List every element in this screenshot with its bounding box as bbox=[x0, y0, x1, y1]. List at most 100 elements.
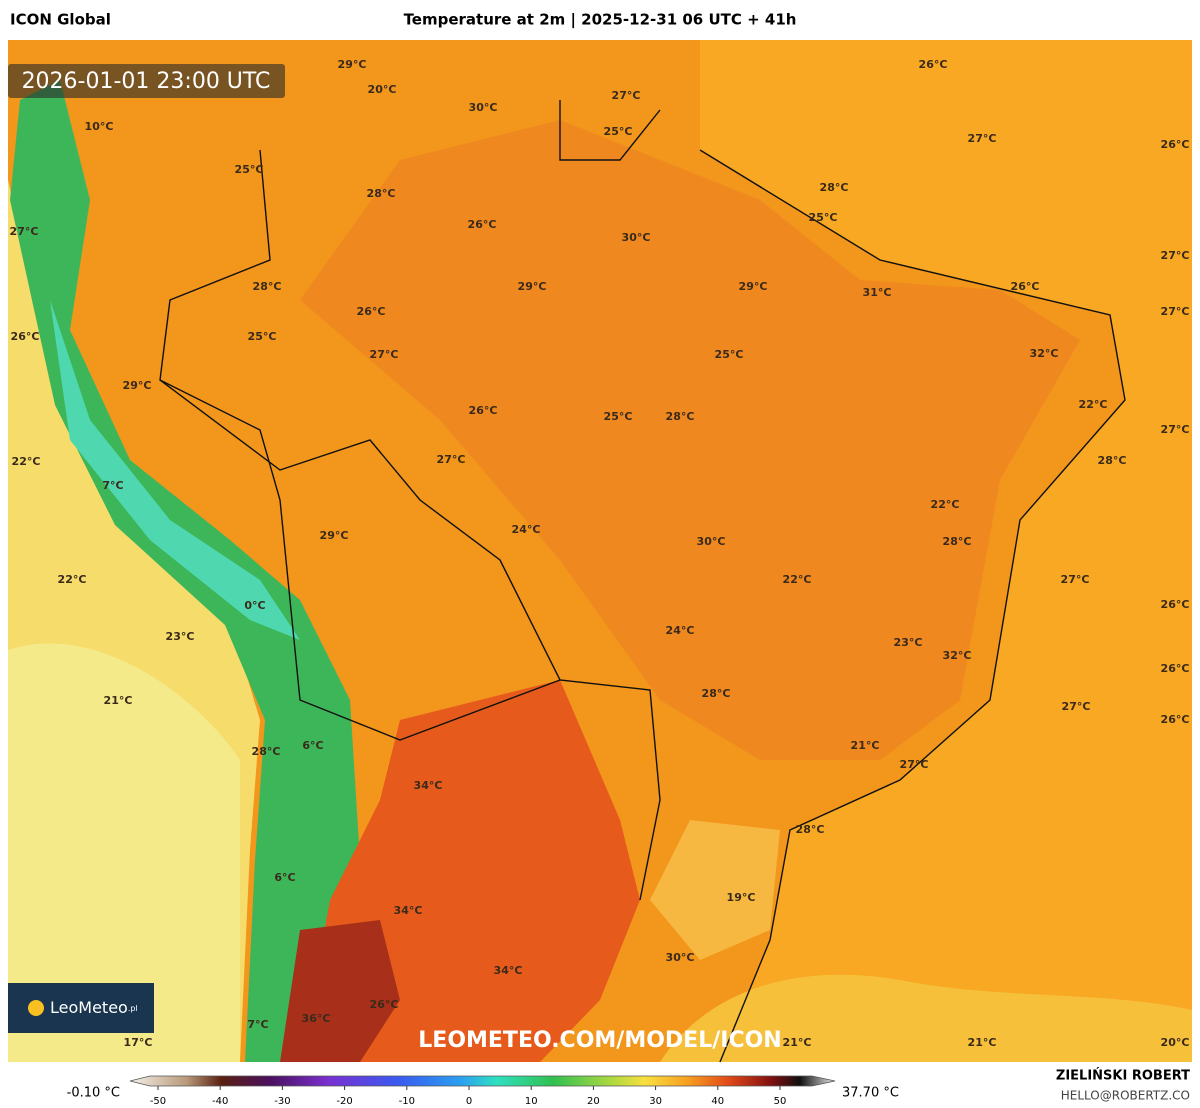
email: HELLO@ROBERTZ.CO bbox=[1061, 1089, 1190, 1103]
temperature-label: 27°C bbox=[1161, 423, 1190, 436]
south-brazil bbox=[650, 820, 780, 960]
temperature-label: 34°C bbox=[494, 964, 523, 977]
hottest-region bbox=[280, 920, 400, 1062]
temperature-label: 30°C bbox=[622, 231, 651, 244]
temperature-label: 32°C bbox=[943, 649, 972, 662]
temperature-label: 10°C bbox=[85, 120, 114, 133]
colorbar-tick-label: 10 bbox=[525, 1096, 538, 1107]
logo-suffix: .pl bbox=[128, 1004, 138, 1013]
temperature-label: 30°C bbox=[697, 535, 726, 548]
map bbox=[8, 40, 1192, 1062]
temperature-label: 6°C bbox=[302, 739, 323, 752]
temperature-label: 26°C bbox=[1161, 138, 1190, 151]
temperature-label: 22°C bbox=[931, 498, 960, 511]
temperature-label: 24°C bbox=[512, 523, 541, 536]
model-name: ICON Global bbox=[10, 11, 111, 29]
temperature-label: 22°C bbox=[1079, 398, 1108, 411]
colorbar-tick-label: -40 bbox=[212, 1096, 228, 1107]
temperature-label: 29°C bbox=[320, 529, 349, 542]
temperature-label: 20°C bbox=[368, 83, 397, 96]
borders bbox=[159, 100, 1126, 1062]
watermark: LEOMETEO.COM/MODEL/ICON bbox=[418, 1028, 781, 1053]
logo-name: LeoMeteo bbox=[50, 998, 128, 1017]
temperature-label: 26°C bbox=[1011, 280, 1040, 293]
temperature-label: 29°C bbox=[739, 280, 768, 293]
temperature-label: 26°C bbox=[919, 58, 948, 71]
colorbar-tick-label: -20 bbox=[336, 1096, 352, 1107]
temperature-label: 28°C bbox=[666, 410, 695, 423]
temperature-label: 27°C bbox=[437, 453, 466, 466]
temperature-label: 28°C bbox=[1098, 454, 1127, 467]
temperature-label: 23°C bbox=[894, 636, 923, 649]
colorbar-tick-label: 50 bbox=[774, 1096, 787, 1107]
temperature-label: 28°C bbox=[943, 535, 972, 548]
andes bbox=[10, 80, 360, 1062]
temperature-label: 21°C bbox=[968, 1036, 997, 1049]
temperature-label: 25°C bbox=[235, 163, 264, 176]
south-atlantic bbox=[660, 974, 1192, 1062]
temperature-label: 34°C bbox=[394, 904, 423, 917]
temperature-label: 26°C bbox=[1161, 598, 1190, 611]
temperature-label: 26°C bbox=[1161, 662, 1190, 675]
temperature-label: 27°C bbox=[1062, 700, 1091, 713]
andes-high bbox=[50, 300, 300, 640]
temperature-label: 0°C bbox=[244, 599, 265, 612]
temperature-label: 25°C bbox=[604, 125, 633, 138]
temperature-label: 28°C bbox=[796, 823, 825, 836]
temperature-label: 27°C bbox=[10, 225, 39, 238]
map-title: Temperature at 2m | 2025-12-31 06 UTC + … bbox=[404, 11, 797, 30]
temperature-label: 29°C bbox=[518, 280, 547, 293]
temperature-label: 7°C bbox=[247, 1018, 268, 1031]
temperature-label: 21°C bbox=[851, 739, 880, 752]
colorbar-tick-label: 30 bbox=[649, 1096, 662, 1107]
colorbar-tick-label: -50 bbox=[150, 1096, 166, 1107]
temperature-label: 26°C bbox=[11, 330, 40, 343]
temperature-label: 17°C bbox=[124, 1036, 153, 1049]
temperature-label: 29°C bbox=[123, 379, 152, 392]
temperature-label: 28°C bbox=[252, 745, 281, 758]
temperature-label: 27°C bbox=[900, 758, 929, 771]
valid-time: 2026-01-01 23:00 UTC bbox=[22, 69, 271, 94]
temperature-label: 28°C bbox=[820, 181, 849, 194]
colorbar-tick-label: 40 bbox=[711, 1096, 724, 1107]
temperature-label: 21°C bbox=[783, 1036, 812, 1049]
temperature-label: 27°C bbox=[370, 348, 399, 361]
temperature-label: 23°C bbox=[166, 630, 195, 643]
colorbar-tick-label: 20 bbox=[587, 1096, 600, 1107]
temperature-label: 32°C bbox=[1030, 347, 1059, 360]
temperature-label: 25°C bbox=[248, 330, 277, 343]
temperature-label: 25°C bbox=[809, 211, 838, 224]
temperature-label: 36°C bbox=[302, 1012, 331, 1025]
temperature-label: 22°C bbox=[58, 573, 87, 586]
temperature-label: 21°C bbox=[104, 694, 133, 707]
temperature-label: 26°C bbox=[469, 404, 498, 417]
brazil-interior bbox=[300, 120, 1080, 760]
logo-sun bbox=[28, 1000, 44, 1016]
temperature-label: 20°C bbox=[1161, 1036, 1190, 1049]
temperature-label: 27°C bbox=[968, 132, 997, 145]
temperature-label: 27°C bbox=[1161, 305, 1190, 318]
temperature-label: 27°C bbox=[1161, 249, 1190, 262]
colorbar-tick-label: 0 bbox=[466, 1096, 472, 1107]
temperature-label: 31°C bbox=[863, 286, 892, 299]
temperature-label: 28°C bbox=[253, 280, 282, 293]
temperature-label: 27°C bbox=[612, 89, 641, 102]
temperature-label: 25°C bbox=[715, 348, 744, 361]
temperature-label: 26°C bbox=[1161, 713, 1190, 726]
temperature-label: 26°C bbox=[468, 218, 497, 231]
temperature-label: 24°C bbox=[666, 624, 695, 637]
temperature-label: 29°C bbox=[338, 58, 367, 71]
temperature-label: 26°C bbox=[357, 305, 386, 318]
temperature-label: 25°C bbox=[604, 410, 633, 423]
temperature-label: 34°C bbox=[414, 779, 443, 792]
temperature-label: 30°C bbox=[469, 101, 498, 114]
logo-text: LeoMeteo.pl bbox=[50, 998, 138, 1017]
pacific-south bbox=[8, 643, 240, 1062]
temperature-label: 19°C bbox=[727, 891, 756, 904]
atlantic bbox=[700, 40, 1192, 1062]
temperature-label: 22°C bbox=[783, 573, 812, 586]
temperature-label: 27°C bbox=[1061, 573, 1090, 586]
colorbar-min: -0.10 °C bbox=[67, 1086, 120, 1101]
